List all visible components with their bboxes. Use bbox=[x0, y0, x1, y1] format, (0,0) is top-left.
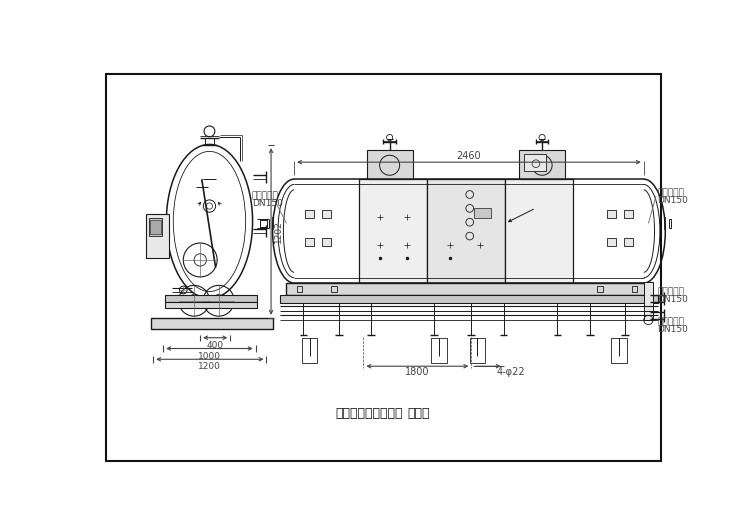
Bar bbox=[431, 339, 446, 363]
Bar bbox=[322, 210, 331, 218]
Bar bbox=[145, 214, 169, 259]
Text: 2460: 2460 bbox=[457, 151, 482, 161]
Text: 冷冻水进口: 冷冻水进口 bbox=[658, 189, 685, 198]
Bar bbox=[359, 179, 427, 283]
Bar bbox=[470, 339, 485, 363]
Bar bbox=[524, 154, 546, 171]
Text: 1800: 1800 bbox=[405, 367, 430, 377]
Bar bbox=[366, 150, 413, 179]
Bar bbox=[643, 281, 653, 320]
Bar bbox=[611, 339, 627, 363]
Circle shape bbox=[192, 298, 196, 303]
Text: 冷冻水出口: 冷冻水出口 bbox=[252, 191, 279, 200]
Bar bbox=[519, 150, 565, 179]
Bar bbox=[427, 179, 505, 283]
Text: DN150: DN150 bbox=[658, 325, 688, 334]
Text: 4-φ22: 4-φ22 bbox=[497, 367, 526, 377]
Bar bbox=[474, 208, 491, 218]
Text: 冷却水进口: 冷却水进口 bbox=[658, 317, 685, 326]
Bar bbox=[280, 295, 658, 303]
Bar bbox=[607, 238, 616, 246]
Text: 1000: 1000 bbox=[198, 352, 221, 361]
Bar bbox=[151, 317, 273, 329]
Bar bbox=[148, 218, 163, 236]
Bar bbox=[607, 210, 616, 218]
Text: 1200: 1200 bbox=[198, 363, 221, 372]
Bar bbox=[305, 210, 314, 218]
Bar bbox=[302, 339, 318, 363]
Text: 外形图: 外形图 bbox=[407, 408, 430, 420]
Bar bbox=[305, 238, 314, 246]
Bar bbox=[505, 179, 573, 283]
Circle shape bbox=[216, 298, 221, 303]
Bar bbox=[165, 302, 257, 308]
Text: DN150: DN150 bbox=[658, 196, 688, 205]
Text: DN150: DN150 bbox=[252, 199, 282, 208]
Text: 冷却水出口: 冷却水出口 bbox=[658, 288, 685, 297]
Text: 400: 400 bbox=[206, 341, 223, 350]
Text: 1202: 1202 bbox=[274, 220, 283, 243]
Bar bbox=[165, 295, 257, 302]
Bar bbox=[624, 238, 633, 246]
Text: 水冷螺杆式冷水机组: 水冷螺杆式冷水机组 bbox=[335, 408, 403, 420]
Bar bbox=[322, 238, 331, 246]
Bar bbox=[150, 220, 161, 234]
Bar bbox=[286, 283, 650, 295]
Text: DN150: DN150 bbox=[658, 296, 688, 305]
Bar bbox=[624, 210, 633, 218]
